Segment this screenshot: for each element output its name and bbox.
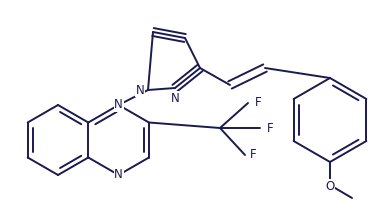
Text: F: F [267,121,273,135]
Text: F: F [255,97,261,110]
Text: N: N [114,168,123,181]
Text: N: N [171,92,180,105]
Text: O: O [325,179,335,192]
Text: F: F [250,149,256,162]
Text: N: N [136,84,144,97]
Text: N: N [114,98,123,111]
